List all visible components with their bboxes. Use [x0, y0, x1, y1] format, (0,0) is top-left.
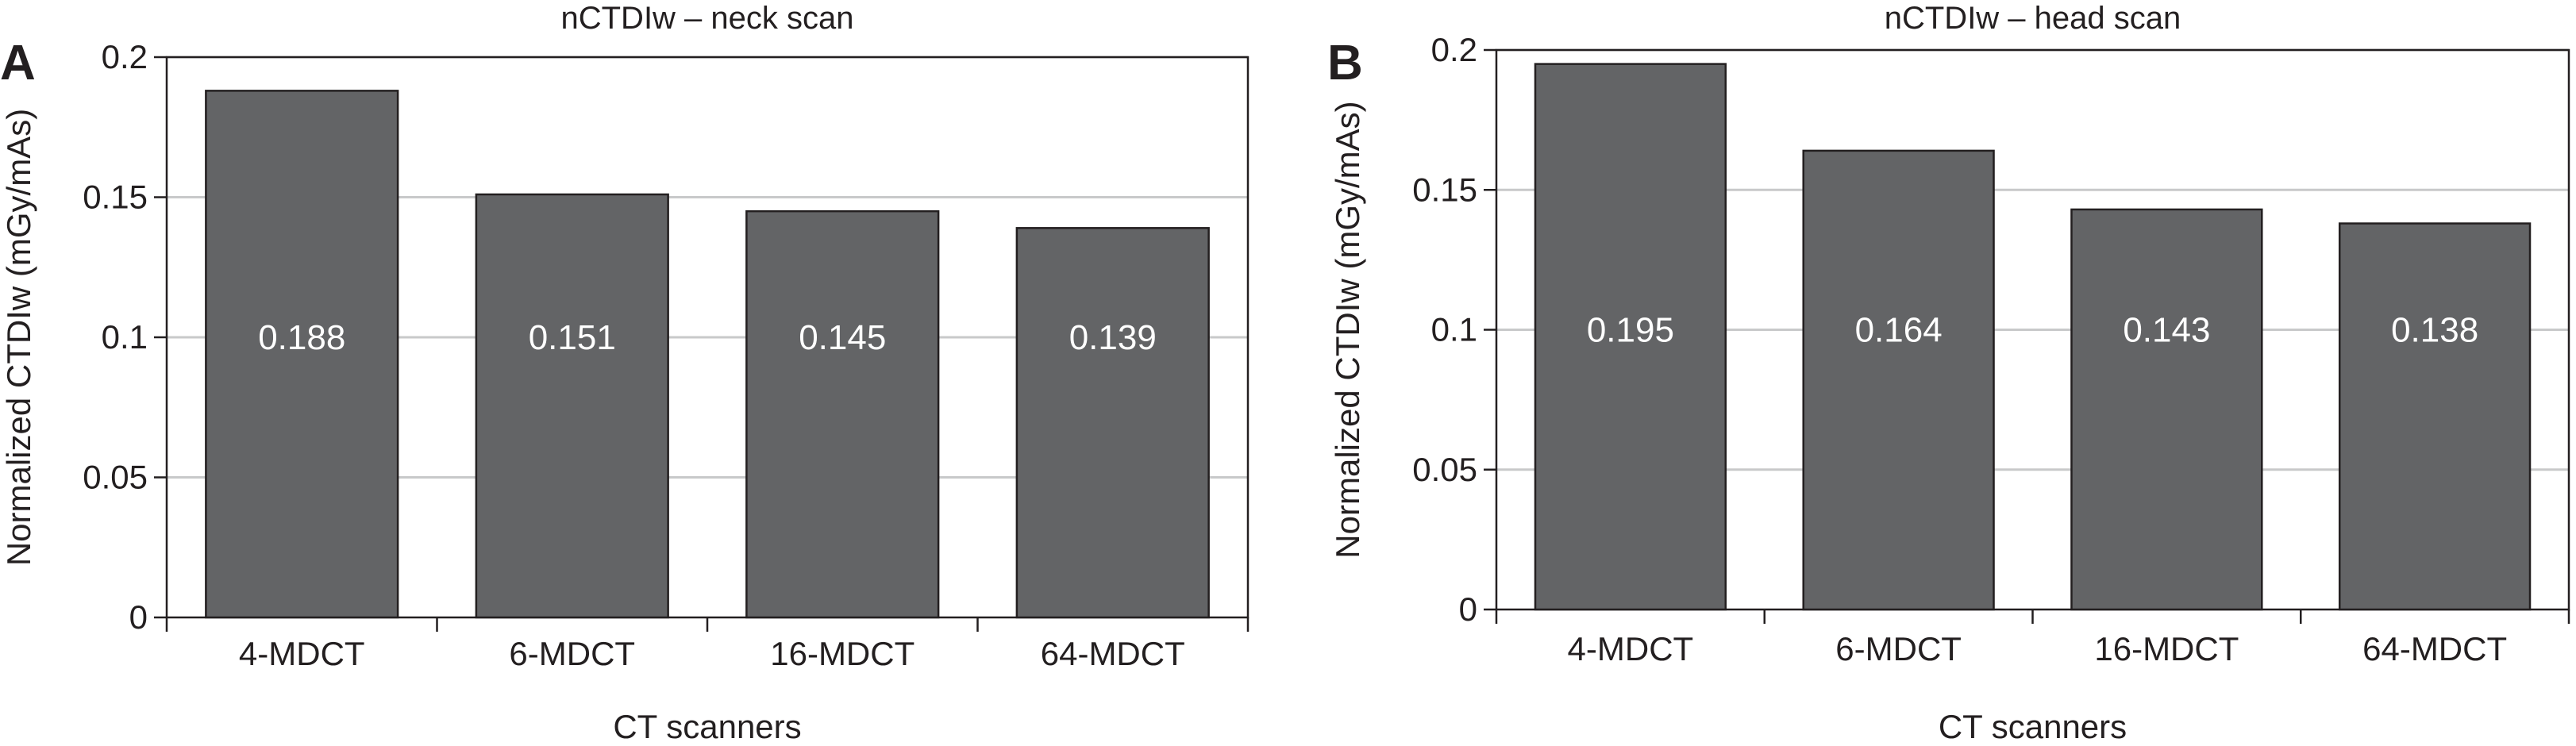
bar-value-label: 0.195: [1587, 311, 1674, 350]
chart-panel-a: 0 0.05 0.1 0.15 0.2 0.188 4-MDCT 0.151 6-MDCT 0.1…: [0, 1, 1249, 745]
chart-title: nCTDIw – neck scan: [560, 1, 853, 36]
bar: [745, 210, 940, 619]
y-tick-label: 0.05: [83, 459, 148, 496]
bar: [2070, 208, 2263, 611]
bar: [205, 90, 399, 619]
bar-value-label: 0.139: [1069, 318, 1157, 357]
bar: [475, 193, 669, 619]
y-tick-label: 0.1: [1431, 311, 1477, 348]
bar-value-label: 0.143: [2123, 311, 2210, 350]
bar: [1534, 63, 1727, 611]
bar: [1015, 227, 1210, 619]
y-axis-title: Normalized CTDIw (mGy/mAs): [0, 109, 37, 566]
y-axis-title: Normalized CTDIw (mGy/mAs): [1329, 101, 1366, 558]
panel-letter: A: [0, 36, 36, 90]
chart-panel-b: 0 0.05 0.1 0.15 0.2 0.195 4-MDCT 0.164 6-MDCT 0.1…: [1327, 1, 2570, 745]
category-label: 4-MDCT: [1568, 630, 1694, 667]
category-label: 16-MDCT: [770, 635, 914, 672]
y-tick-label: 0.1: [102, 318, 148, 356]
category-label: 4-MDCT: [239, 635, 365, 672]
category-label: 6-MDCT: [1835, 630, 1962, 667]
y-tick-label: 0: [1459, 590, 1477, 628]
bar-value-label: 0.188: [258, 318, 345, 357]
x-axis-title: CT scanners: [613, 708, 801, 745]
bar-value-label: 0.164: [1855, 311, 1943, 350]
bar-value-label: 0.138: [2391, 311, 2478, 350]
category-label: 6-MDCT: [509, 635, 635, 672]
bar: [2338, 222, 2532, 611]
y-tick-label: 0.05: [1412, 451, 1477, 488]
panel-letter: B: [1327, 36, 1363, 90]
y-tick-label: 0.2: [102, 38, 148, 75]
bar-value-label: 0.151: [529, 318, 616, 357]
y-tick-label: 0.2: [1431, 31, 1477, 68]
chart-title: nCTDIw – head scan: [1885, 1, 2181, 36]
bar: [1802, 149, 1995, 611]
category-label: 64-MDCT: [1041, 635, 1185, 672]
y-tick-label: 0.15: [1412, 171, 1477, 208]
category-label: 64-MDCT: [2362, 630, 2507, 667]
y-tick-label: 0: [129, 598, 148, 636]
category-label: 16-MDCT: [2094, 630, 2239, 667]
x-axis-title: CT scanners: [1939, 708, 2127, 745]
y-tick-label: 0.15: [83, 179, 148, 216]
bar-value-label: 0.145: [799, 318, 886, 357]
